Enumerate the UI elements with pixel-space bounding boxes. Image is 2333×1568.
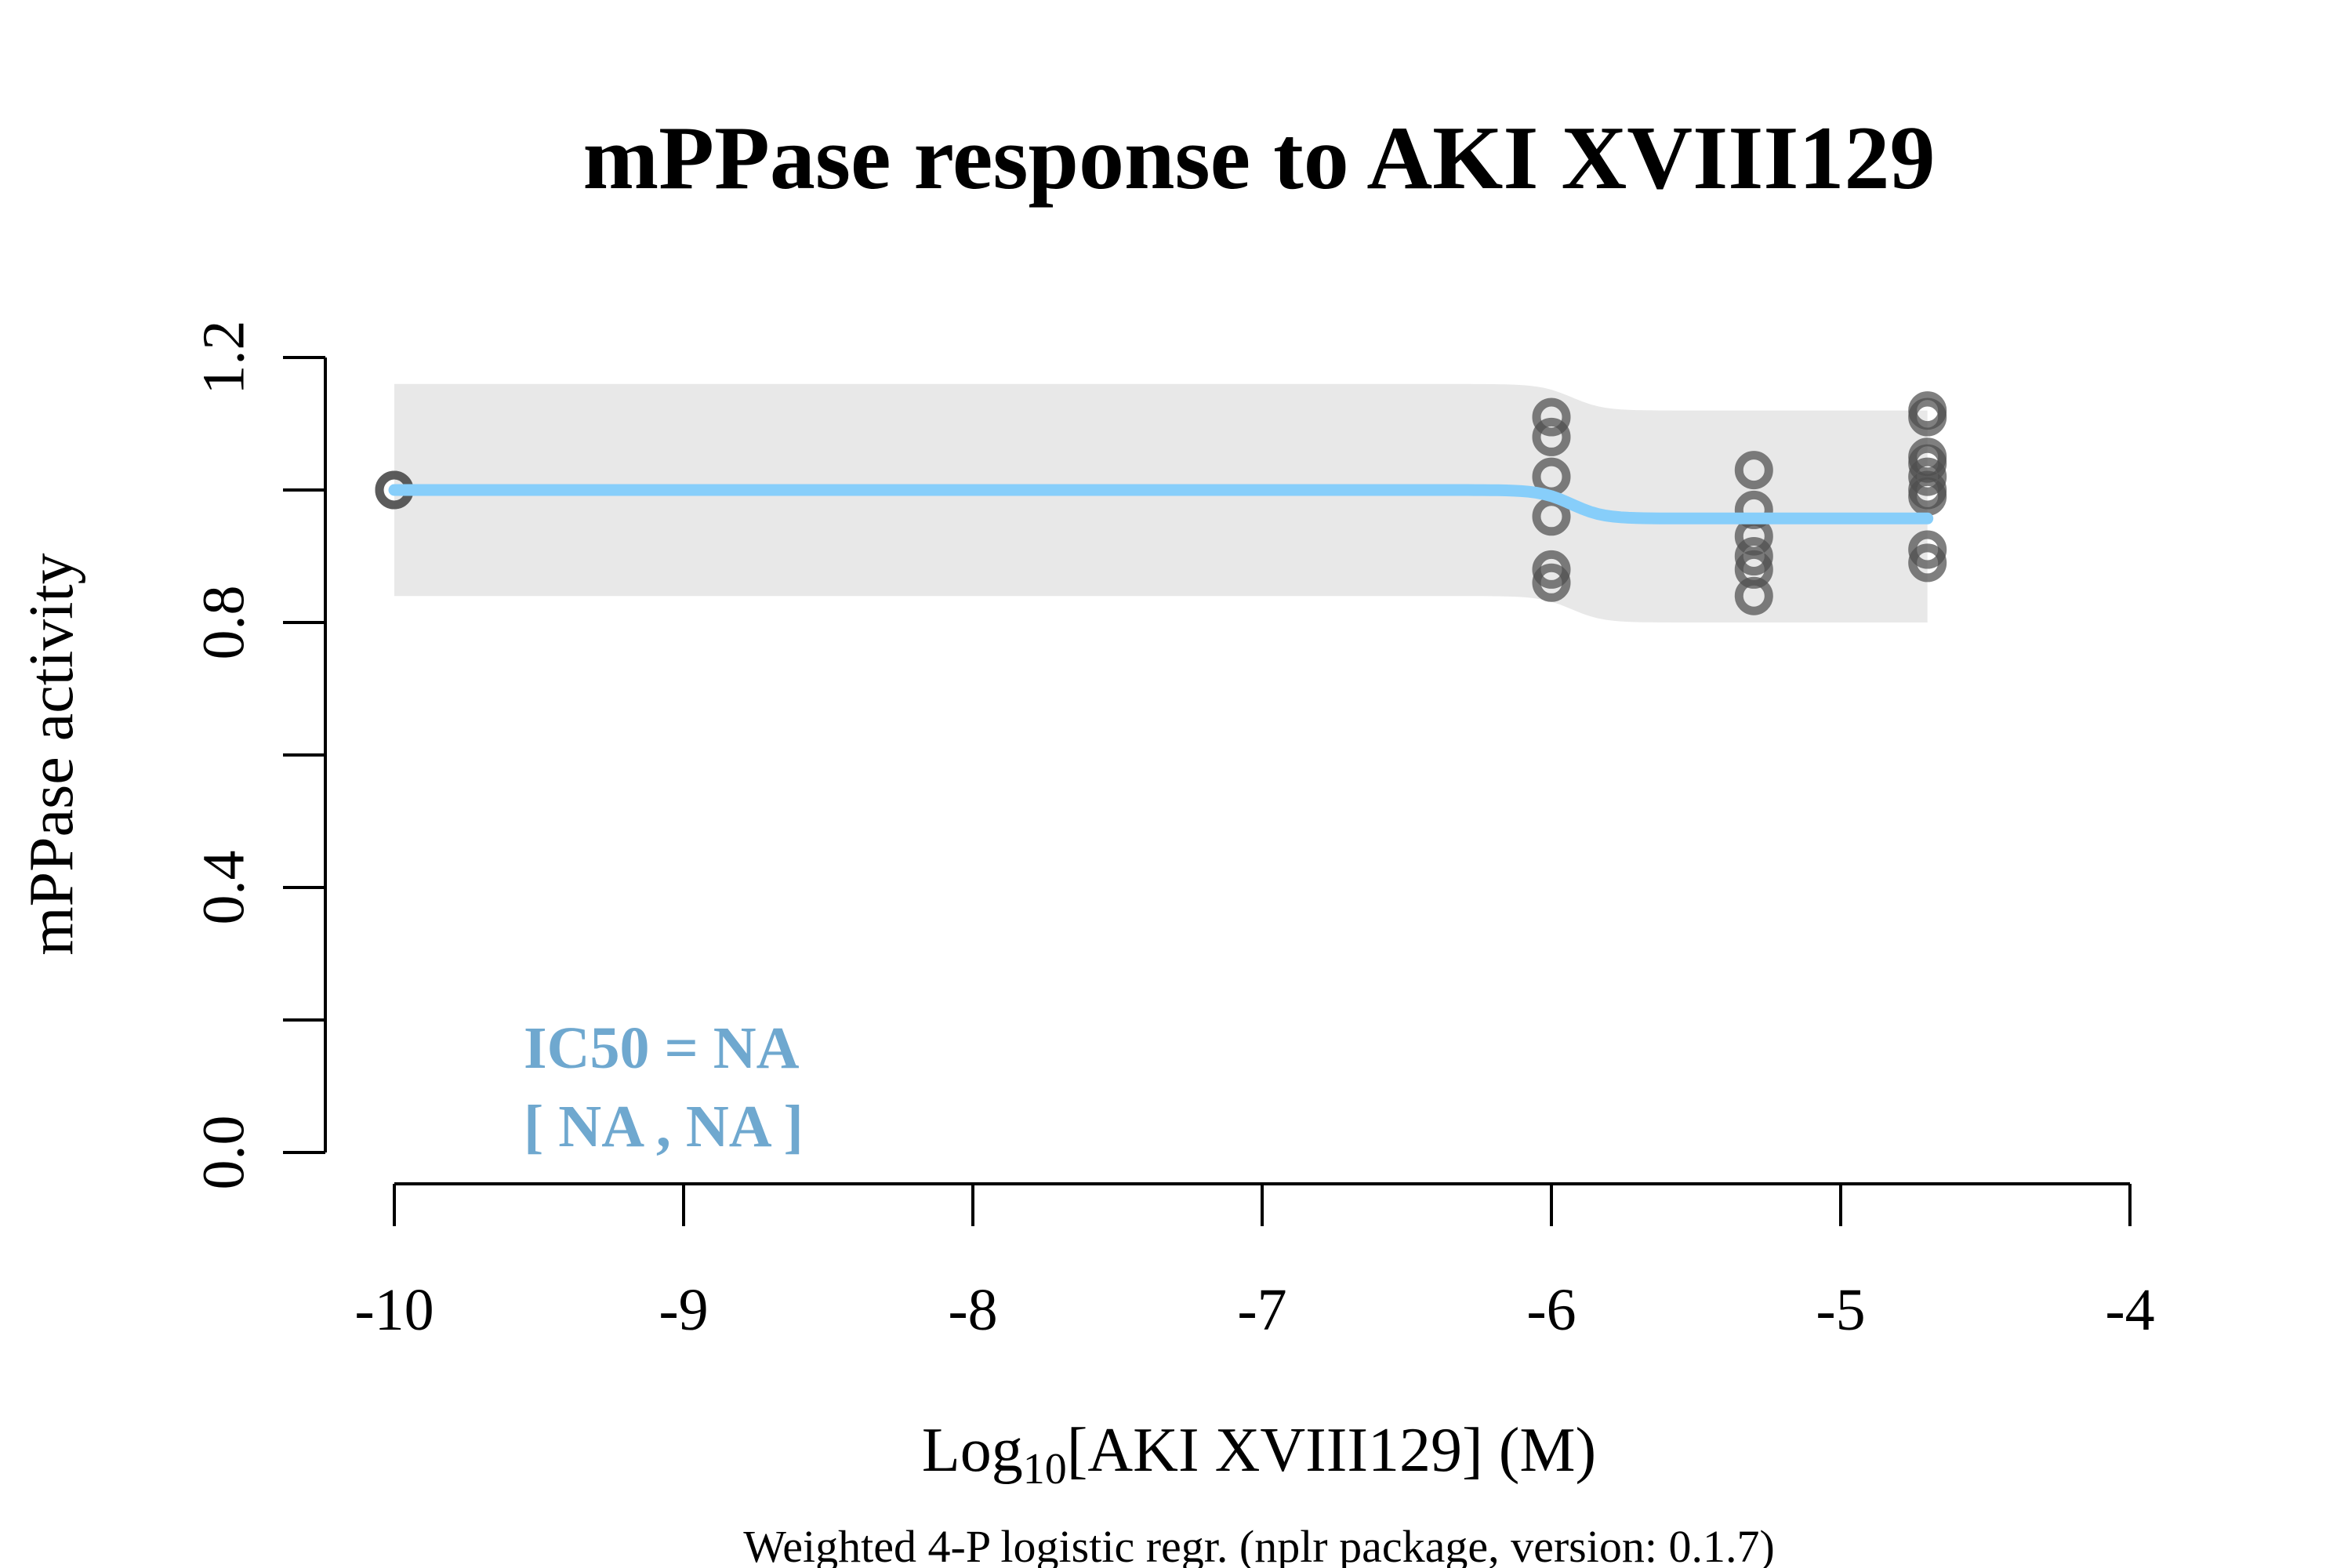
data-points (375, 391, 1947, 615)
y-axis-label: mPPase activity (17, 553, 86, 955)
x-axis: -10 -9 -8 -7 -6 -5 -4 (354, 1182, 2155, 1343)
x-axis-label-prefix: Log (922, 1416, 1023, 1485)
y-ticks (283, 356, 325, 1154)
x-tick-label: -10 (354, 1277, 434, 1343)
data-point (1532, 550, 1571, 589)
data-point (1908, 477, 1947, 516)
y-tick-label: 0.0 (190, 1116, 256, 1190)
data-point (1908, 397, 1947, 437)
fit-curve (388, 484, 1934, 524)
x-axis-label: Log10[AKI XVIII129] (M) (922, 1416, 1596, 1494)
x-tick-label: -4 (2105, 1277, 2154, 1343)
data-point (1908, 543, 1947, 583)
data-point (1532, 397, 1571, 437)
data-point (1532, 563, 1571, 602)
x-tick-label: -5 (1816, 1277, 1865, 1343)
confidence-band-group (394, 383, 1928, 622)
x-tick-label: -6 (1526, 1277, 1576, 1343)
x-tick-labels: -10 -9 -8 -7 -6 -5 -4 (354, 1277, 2154, 1343)
data-point (1734, 576, 1773, 615)
x-tick-label: -9 (659, 1277, 708, 1343)
ic50-confidence-interval: [ NA , NA ] (524, 1094, 804, 1160)
x-tick-label: -8 (948, 1277, 997, 1343)
data-point (1734, 451, 1773, 490)
y-tick-label: 1.2 (190, 321, 256, 395)
y-tick-label: 0.8 (190, 586, 256, 660)
y-axis: 0.0 0.4 0.8 1.2 (190, 321, 327, 1190)
data-point (1908, 530, 1947, 569)
confidence-band (394, 383, 1928, 622)
x-tick-label: -7 (1237, 1277, 1286, 1343)
x-axis-label-suffix: [AKI XVIII129] (M) (1067, 1416, 1596, 1485)
x-axis-label-subscript: 10 (1023, 1445, 1067, 1494)
ic50-annotation: IC50 = NA (524, 1015, 800, 1081)
x-ticks (393, 1184, 2132, 1226)
data-point (1908, 457, 1947, 496)
chart-title: mPPase response to AKI XVIII129 (583, 108, 1936, 209)
data-point (1532, 417, 1571, 456)
chart-footnote: Weighted 4-P logistic regr. (nplr packag… (743, 1521, 1775, 1568)
y-tick-label: 0.4 (190, 851, 256, 925)
y-tick-labels: 0.0 0.4 0.8 1.2 (190, 321, 256, 1190)
data-point (1734, 537, 1773, 575)
